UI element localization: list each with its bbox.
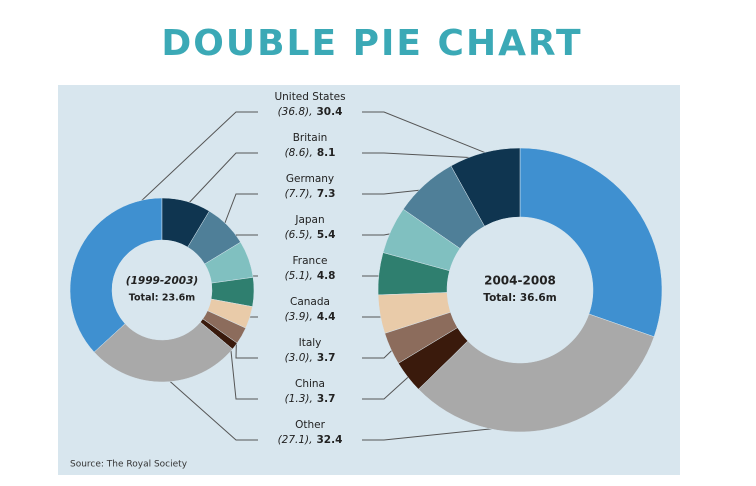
connector [184, 152, 258, 208]
value-label: (27.1), 32.4 [278, 434, 343, 446]
center-total: Total: 23.6m [129, 293, 195, 304]
donut-slice [382, 208, 461, 272]
new-value: 32.4 [317, 434, 343, 446]
old-value: (7.7), [285, 188, 313, 200]
value-label: (6.5), 5.4 [285, 229, 336, 241]
label-bg [262, 253, 358, 284]
new-value: 5.4 [317, 229, 336, 241]
source: Source: The Royal Society [70, 460, 188, 470]
donut-slice [69, 197, 163, 353]
connector [362, 152, 486, 159]
category-label: Japan [294, 214, 324, 226]
value-label: (3.9), 4.4 [285, 311, 336, 323]
new-value: 4.4 [317, 311, 336, 323]
new-value: 3.7 [317, 393, 336, 405]
new-value: 4.8 [317, 270, 336, 282]
old-value: (3.9), [285, 311, 313, 323]
category-label: Other [295, 419, 325, 431]
value-label: (8.6), 8.1 [285, 147, 336, 159]
value-label: (1.3), 3.7 [285, 393, 336, 405]
old-value: (5.1), [285, 270, 313, 282]
category-label: Germany [286, 173, 334, 185]
new-value: 7.3 [317, 188, 336, 200]
new-value: 30.4 [317, 106, 343, 118]
old-value: (8.6), [285, 147, 313, 159]
center-total: Total: 36.6m [483, 292, 556, 304]
category-label: Italy [299, 337, 322, 349]
labels: (1999-2003) Total: 23.6m 2004-2008 Total: 3… [126, 89, 557, 448]
connector [163, 375, 258, 441]
label-bg [262, 417, 358, 448]
donut-slice [418, 313, 655, 433]
donut-slice [93, 321, 233, 383]
category-label: Britain [293, 132, 328, 144]
donut-slice [398, 327, 469, 390]
label-bg [262, 335, 358, 366]
donut-slice [384, 311, 458, 364]
donut-slice [519, 147, 663, 338]
donut-slice [402, 165, 485, 249]
label-bg [262, 89, 358, 120]
label-bg [262, 294, 358, 325]
value-label: (3.0), 3.7 [285, 352, 336, 364]
connector [222, 193, 258, 230]
value-label: (36.8), 30.4 [278, 106, 343, 118]
donut-slice [450, 147, 521, 227]
label-bg [262, 376, 358, 407]
label-bg [262, 171, 358, 202]
label-bg [262, 212, 358, 243]
category-label: United States [274, 91, 345, 103]
category-label: France [293, 255, 328, 267]
pies [69, 147, 663, 433]
connector [362, 188, 429, 195]
donut-slice [377, 292, 451, 334]
old-value: (36.8), [278, 106, 313, 118]
new-value: 8.1 [317, 147, 336, 159]
label-bg [262, 130, 358, 161]
category-label: Canada [290, 296, 330, 308]
connector [229, 342, 258, 400]
category-label: China [295, 378, 325, 390]
center-label: (1999-2003) [126, 275, 198, 287]
value-label: (7.7), 7.3 [285, 188, 336, 200]
center-label: 2004-2008 [484, 274, 556, 288]
new-value: 3.7 [317, 352, 336, 364]
chart-title: DOUBLE PIE CHART [161, 23, 582, 64]
old-value: (27.1), [278, 434, 313, 446]
old-value: (6.5), [285, 229, 313, 241]
old-value: (1.3), [285, 393, 313, 405]
connector [362, 372, 413, 400]
value-label: (5.1), 4.8 [285, 270, 336, 282]
old-value: (3.0), [285, 352, 313, 364]
donut-slice [377, 252, 450, 296]
